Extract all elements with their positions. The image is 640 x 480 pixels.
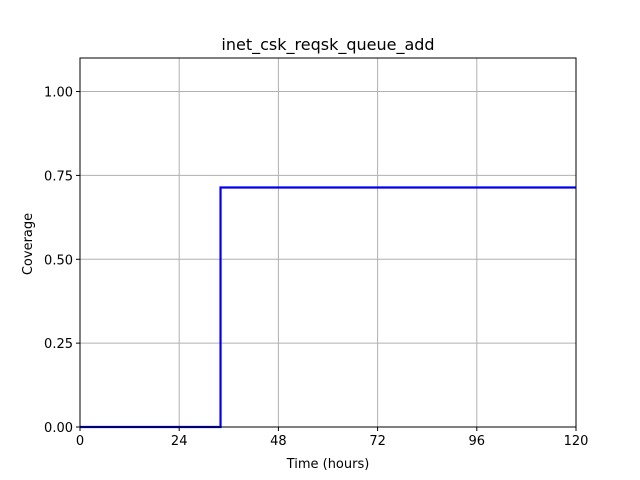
y-tick-label: 0.00 [44, 421, 73, 436]
y-axis-label: Coverage [21, 213, 36, 275]
x-tick-label: 24 [171, 434, 188, 449]
x-tick-label: 96 [469, 434, 486, 449]
coverage-line [80, 186, 576, 429]
x-tick-label: 0 [76, 434, 84, 449]
plot-frame [79, 57, 577, 428]
series-layer [80, 186, 576, 429]
x-tick-label: 72 [369, 434, 386, 449]
y-tick-label: 0.75 [44, 169, 73, 184]
y-tick-label: 0.25 [44, 337, 73, 352]
y-tick-label: 0.50 [44, 253, 73, 268]
x-tick-label: 120 [564, 434, 589, 449]
grid [79, 58, 577, 428]
y-tick-label: 1.00 [44, 86, 73, 101]
x-axis-label: Time (hours) [286, 457, 370, 472]
y-axis: 0.00 0.25 0.50 0.75 1.00 [44, 86, 80, 436]
x-axis: 0 24 48 72 96 120 [76, 427, 589, 449]
chart-title: inet_csk_reqsk_queue_add [221, 35, 434, 55]
x-tick-label: 48 [270, 434, 287, 449]
